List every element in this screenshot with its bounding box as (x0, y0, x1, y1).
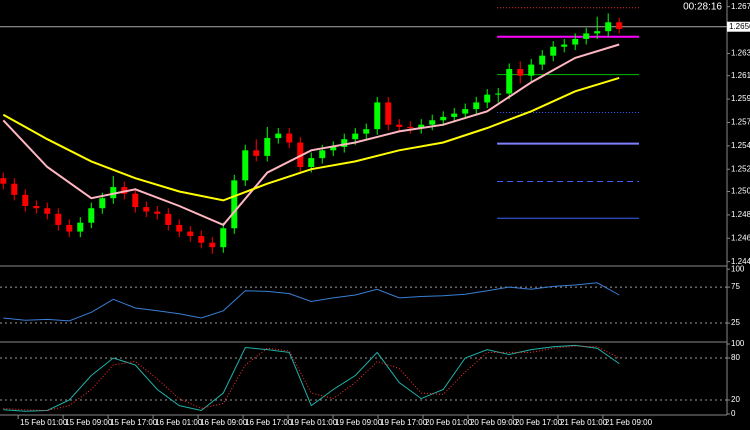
y-tick-label: 20 (731, 395, 740, 404)
candle-body (385, 102, 392, 125)
candle-body (583, 33, 590, 39)
y-tick-label: 1.2466 (731, 233, 750, 242)
candle-body (209, 242, 216, 248)
y-tick-label: 1.2570 (731, 118, 750, 127)
candle-body (264, 138, 271, 156)
candle-body (132, 193, 139, 208)
indicator-line (2, 76, 620, 202)
y-tick-label: 1.2508 (731, 187, 750, 196)
candle-body (176, 224, 183, 232)
y-tick-label: 1.2674 (731, 2, 750, 11)
y-tick-label: 1.2549 (731, 141, 750, 150)
candle-body (374, 102, 381, 130)
indicator-line (3, 345, 620, 412)
candle-body (231, 180, 238, 229)
candle-body (55, 213, 62, 225)
candle-body (396, 124, 403, 127)
candle-body (407, 126, 414, 129)
candle-body (154, 211, 161, 214)
candle-body (528, 64, 535, 76)
candle-body (220, 228, 227, 248)
y-tick-label: 1.2528 (731, 164, 750, 173)
candle-body (539, 55, 546, 65)
candle-body (440, 116, 447, 121)
x-tick-label: 15 Feb 17:00 (110, 418, 158, 427)
current-price-box (727, 21, 750, 32)
y-tick-label: 75 (731, 282, 740, 291)
y-tick-label: 100 (731, 339, 745, 348)
candle-body (451, 113, 458, 117)
indicator-line (2, 43, 620, 227)
candle-body (616, 22, 623, 29)
candle-body (484, 94, 491, 103)
y-tick-label: 0 (731, 409, 736, 418)
candle-body (319, 150, 326, 159)
x-tick-label: 21 Feb 01:00 (560, 418, 608, 427)
candle-body (253, 150, 260, 156)
y-tick-label: 100 (731, 264, 745, 273)
candle-body (352, 133, 359, 140)
y-tick-label: 1.2487 (731, 210, 750, 219)
candle-body (605, 22, 612, 32)
candle-body (22, 194, 29, 206)
candle-body (88, 208, 95, 223)
candle-body (594, 31, 601, 34)
x-tick-label: 20 Feb 17:00 (515, 418, 563, 427)
indicator-line (3, 282, 620, 322)
current-price-label: 1.2656 (729, 22, 750, 31)
x-tick-label: 15 Feb 09:00 (65, 418, 113, 427)
candle-body (429, 120, 436, 125)
y-tick-label: 1.2632 (731, 49, 750, 58)
x-tick-label: 16 Feb 09:00 (200, 418, 248, 427)
y-tick-label: 1.2612 (731, 71, 750, 80)
candle-body (110, 187, 117, 199)
candle-body (473, 102, 480, 110)
candle-body (33, 205, 40, 209)
candle-body (99, 198, 106, 209)
candle-body (11, 183, 18, 195)
candle-body (198, 236, 205, 243)
candle-body (187, 231, 194, 237)
candle-body (341, 139, 348, 147)
candle-body (495, 93, 502, 95)
candle-body (572, 38, 579, 45)
candle-body (165, 213, 172, 225)
timer: 00:28:16 (683, 2, 722, 13)
x-tick-label: 19 Feb 01:00 (290, 418, 338, 427)
candle-body (418, 124, 425, 129)
x-tick-label: 15 Feb 01:00 (20, 418, 68, 427)
candle-body (121, 187, 128, 194)
x-tick-label: 20 Feb 01:00 (425, 418, 473, 427)
candle-body (143, 207, 150, 212)
candle-body (330, 146, 337, 151)
x-tick-label: 20 Feb 09:00 (470, 418, 518, 427)
candle-body (462, 109, 469, 114)
candle-body (517, 69, 524, 76)
candle-body (550, 46, 557, 56)
candle-body (77, 222, 84, 232)
candle-body (0, 178, 7, 184)
y-tick-label: 1.2445 (731, 257, 750, 266)
y-tick-label: 80 (731, 353, 740, 362)
indicator-line (3, 344, 620, 412)
x-tick-label: 19 Feb 09:00 (335, 418, 383, 427)
candle-body (44, 208, 51, 214)
x-tick-label: 16 Feb 01:00 (155, 418, 203, 427)
candle-body (297, 142, 304, 168)
candle-body (275, 133, 282, 139)
candle-body (308, 158, 315, 168)
candle-body (66, 224, 73, 232)
candle-body (561, 44, 568, 47)
candle-body (286, 133, 293, 143)
x-tick-label: 16 Feb 17:00 (245, 418, 293, 427)
candle-body (363, 129, 370, 134)
x-tick-label: 21 Feb 09:00 (605, 418, 653, 427)
candle-body (506, 69, 513, 94)
x-tick-label: 19 Feb 17:00 (380, 418, 428, 427)
candle-body (242, 150, 249, 181)
y-tick-label: 25 (731, 318, 740, 327)
